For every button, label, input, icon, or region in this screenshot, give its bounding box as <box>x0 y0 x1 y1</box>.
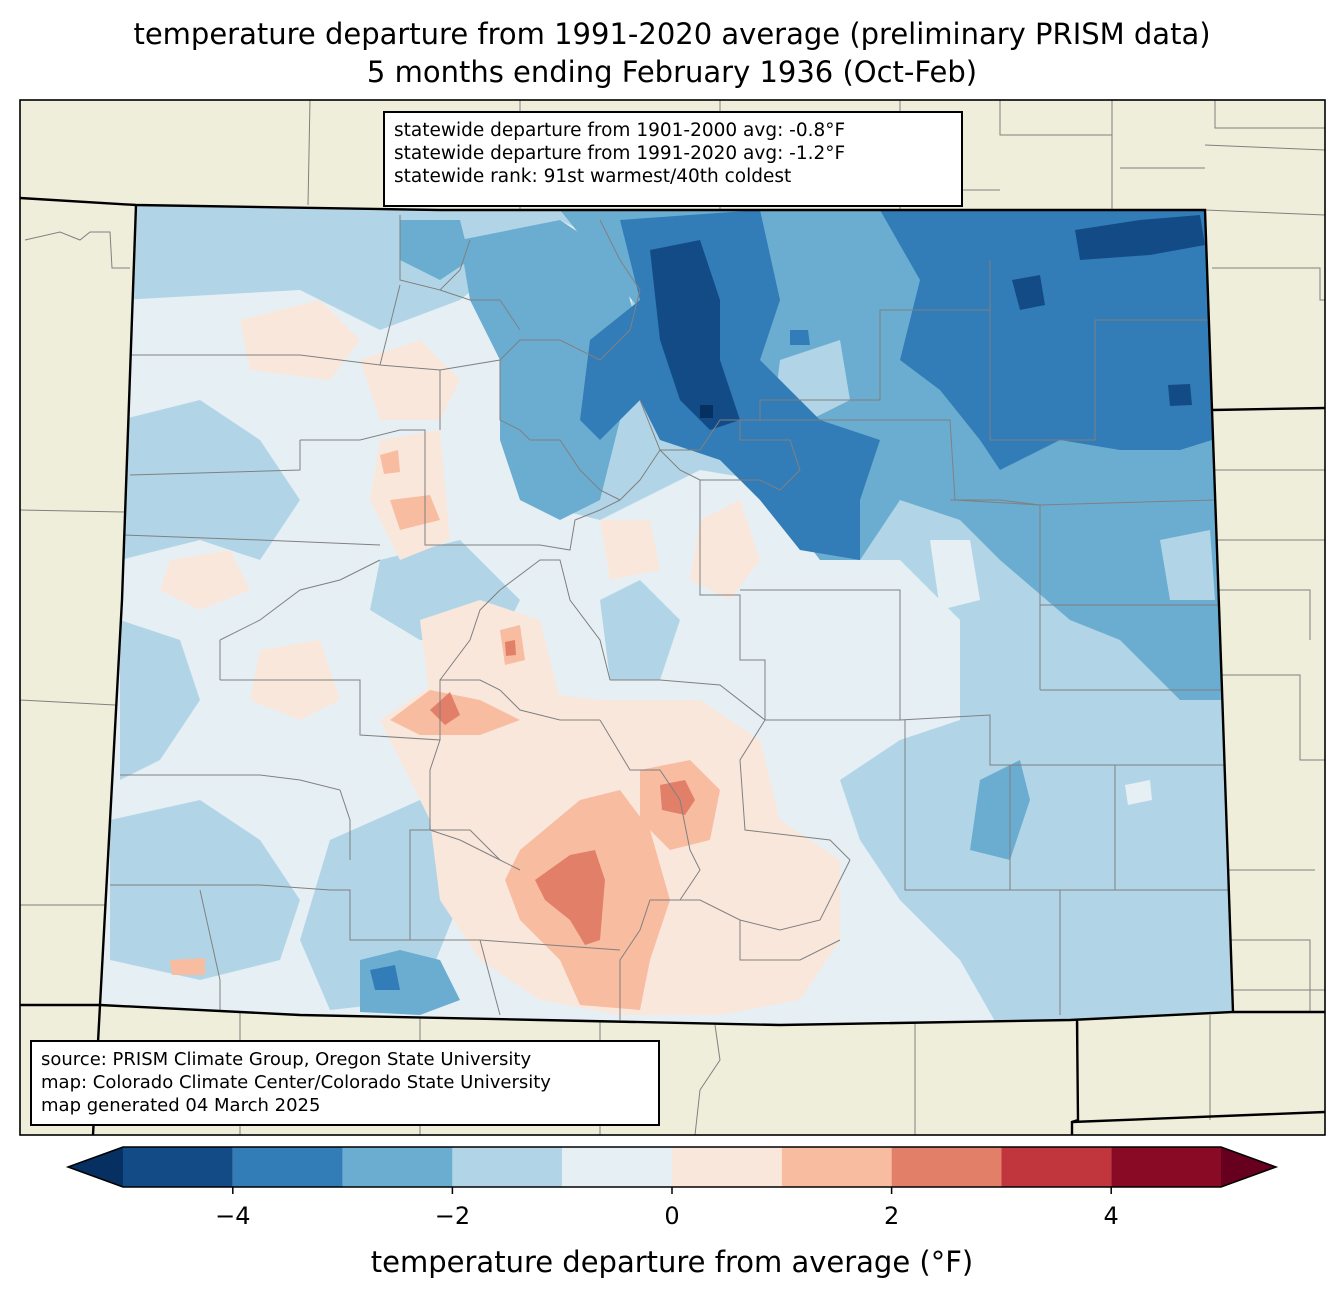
colorbar-label: temperature departure from average (°F) <box>371 1245 973 1279</box>
colorbar-bin-2 <box>232 1147 343 1187</box>
colorbar-bin-4 <box>452 1147 563 1187</box>
map-frame <box>19 99 1326 1136</box>
colorbar-bin-8 <box>891 1147 1002 1187</box>
colorbar-bin-3 <box>342 1147 453 1187</box>
temperature-field <box>100 205 1233 1025</box>
colorbar-bin-5 <box>562 1147 672 1187</box>
colorbar-bin-11 <box>1221 1147 1276 1187</box>
statewide-stats-box: statewide departure from 1901-2000 avg: … <box>383 111 963 207</box>
colorbar: −4 −2 0 2 4 temperature departure from averag… <box>65 1146 1279 1279</box>
map-title: temperature departure from 1991-2020 ave… <box>133 17 1211 51</box>
colorbar-tick-label: −2 <box>435 1202 470 1230</box>
stats-departure-1901-2000: statewide departure from 1901-2000 avg: … <box>394 120 846 141</box>
colorbar-bin-7 <box>781 1147 892 1187</box>
colorbar-tick-label: 0 <box>664 1202 679 1230</box>
colorbar-bin-9 <box>1001 1147 1112 1187</box>
colorbar-outline <box>65 1146 1279 1188</box>
colorbar-tick-label: 4 <box>1104 1202 1119 1230</box>
map-credit-line: map: Colorado Climate Center/Colorado St… <box>41 1072 551 1093</box>
colorbar-bin-10 <box>1111 1147 1221 1187</box>
map-subtitle: 5 months ending February 1936 (Oct-Feb) <box>366 55 978 89</box>
colorbar-tick-label: 2 <box>884 1202 899 1230</box>
colorbar-tick-label: −4 <box>215 1202 250 1230</box>
county-lines <box>110 215 1230 1020</box>
colorbar-bin-6 <box>672 1147 782 1187</box>
stats-rank: statewide rank: 91st warmest/40th coldes… <box>394 166 792 187</box>
colorbar-bin-1 <box>123 1147 233 1187</box>
stats-departure-1991-2020: statewide departure from 1991-2020 avg: … <box>394 143 846 164</box>
source-line: source: PRISM Climate Group, Oregon Stat… <box>41 1049 532 1070</box>
generated-date-line: map generated 04 March 2025 <box>41 1095 321 1116</box>
source-box: source: PRISM Climate Group, Oregon Stat… <box>30 1040 660 1126</box>
colorbar-bin-0 <box>68 1147 123 1187</box>
